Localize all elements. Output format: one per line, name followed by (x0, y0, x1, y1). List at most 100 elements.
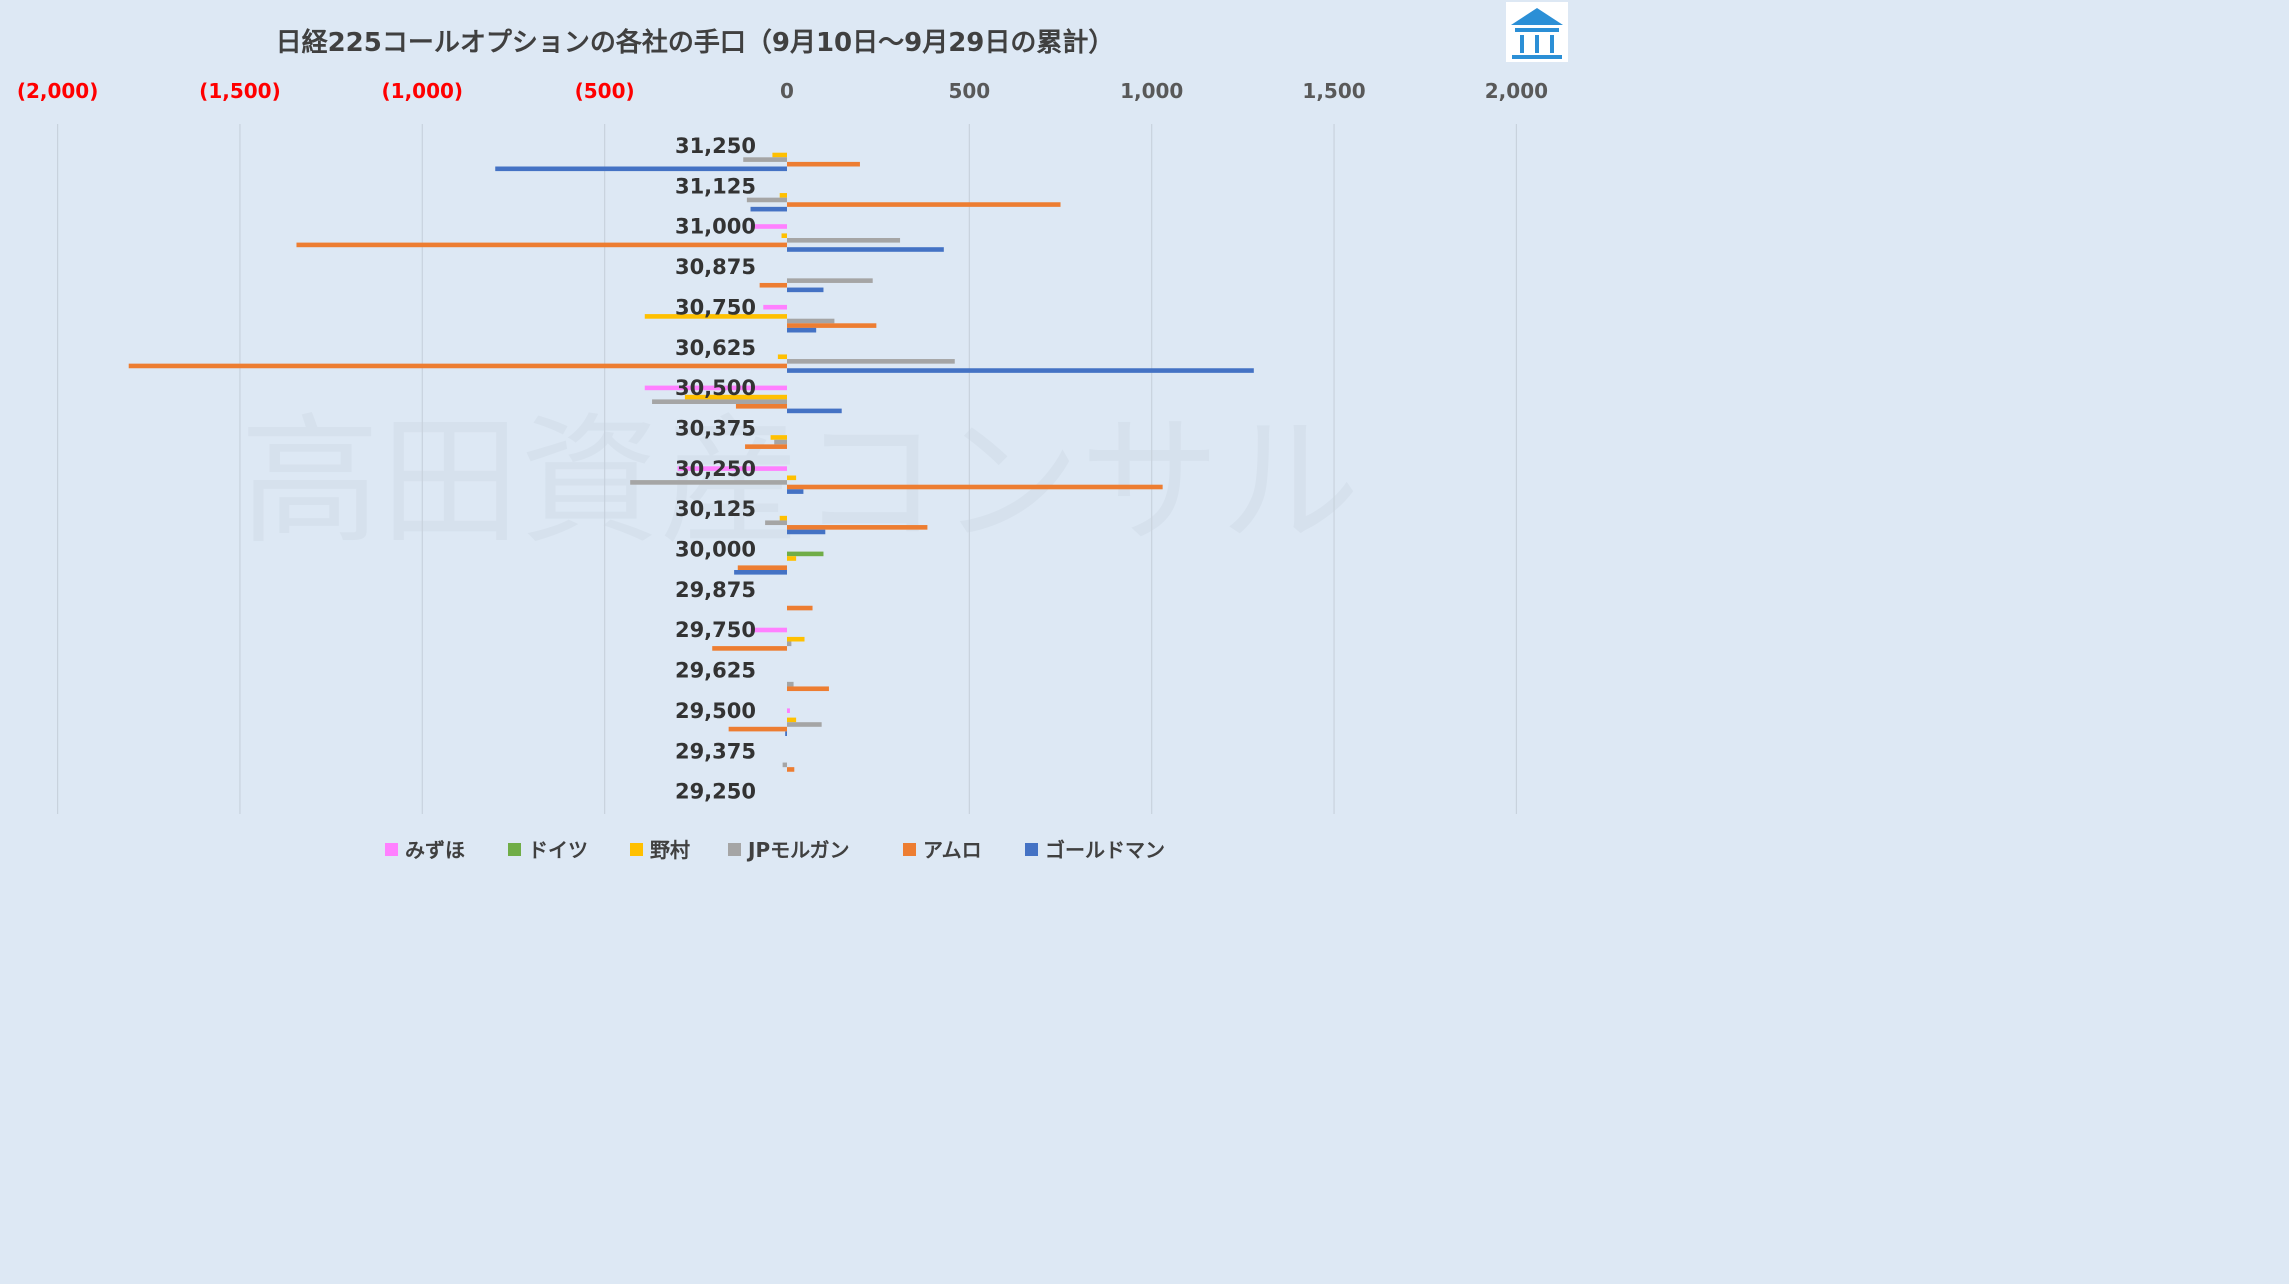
bar (644, 385, 787, 391)
x-tick-label: (500) (575, 79, 635, 103)
legend-label: ドイツ (528, 838, 588, 862)
bar (787, 641, 792, 647)
bar (746, 197, 787, 203)
x-tick-label: (2,000) (17, 79, 99, 103)
bar (787, 327, 817, 333)
bar (787, 484, 1163, 490)
bar (787, 287, 824, 293)
bar (495, 166, 787, 172)
x-tick-label: 500 (948, 79, 990, 103)
legend-label: みずほ (405, 838, 465, 862)
bar (785, 731, 787, 736)
bar (677, 466, 787, 471)
category-label: 30,250 (675, 457, 756, 481)
bar (737, 565, 787, 570)
bar (743, 157, 787, 162)
legend-swatch (630, 843, 643, 856)
logo-pillar-right (1550, 35, 1554, 53)
category-label: 30,750 (675, 295, 756, 319)
bar (787, 636, 805, 642)
legend-swatch (385, 843, 398, 856)
bar (787, 475, 797, 481)
legend-swatch (508, 843, 521, 856)
x-tick-label: (1,000) (382, 79, 464, 103)
category-label: 30,625 (675, 336, 756, 360)
legend-label: アムロ (923, 838, 982, 862)
legend-label: ゴールドマン (1045, 838, 1165, 862)
legend-swatch (1025, 843, 1038, 856)
bar (735, 404, 787, 409)
legend: みずほ ドイツ 野村 JPモルガン アムロ ゴールドマン (385, 838, 1165, 862)
bar (787, 708, 790, 713)
category-label: 30,375 (675, 416, 756, 440)
bar (750, 206, 787, 212)
bar (787, 161, 860, 167)
bar (787, 318, 835, 324)
category-label: 30,125 (675, 497, 756, 521)
bar (750, 627, 787, 633)
bar (644, 314, 787, 319)
category-label: 29,375 (675, 739, 756, 763)
bars (128, 152, 1254, 772)
chart: 高田資産コンサル 日経225コールオプションの各社の手口（9月10日〜9月29日… (0, 0, 1568, 880)
bar (787, 556, 797, 561)
bar (787, 717, 797, 723)
logo-beam (1515, 28, 1559, 32)
x-tick-label: 0 (780, 79, 794, 103)
category-label: 29,625 (675, 659, 756, 683)
bar (684, 394, 787, 400)
bar (787, 551, 824, 557)
bar (787, 489, 804, 494)
bar (787, 681, 794, 687)
category-label: 31,125 (675, 174, 756, 198)
x-tick-label: 1,500 (1302, 79, 1365, 103)
bar (734, 570, 787, 575)
bar (787, 767, 795, 772)
bar (759, 282, 787, 288)
bar (787, 529, 826, 535)
chart-title: 日経225コールオプションの各社の手口（9月10日〜9月29日の累計） (276, 27, 1115, 58)
bar (787, 278, 873, 283)
bar (774, 439, 787, 445)
bar (787, 686, 829, 692)
bar (745, 444, 787, 449)
bar (787, 368, 1254, 373)
category-label: 30,875 (675, 255, 756, 279)
category-label: 29,250 (675, 780, 756, 804)
legend-label: 野村 (650, 838, 690, 862)
category-label: 31,250 (675, 134, 756, 158)
bar (296, 242, 787, 248)
bar (782, 762, 787, 768)
legend-swatch (903, 843, 916, 856)
legend-label: JPモルガン (746, 838, 850, 862)
category-label: 31,000 (675, 215, 756, 239)
logo-roof (1511, 8, 1563, 25)
bar (630, 480, 787, 485)
bar (787, 359, 955, 364)
bar (770, 435, 787, 440)
bar (787, 408, 842, 414)
gridlines (56, 124, 1518, 814)
category-label: 29,875 (675, 578, 756, 602)
category-label: 29,500 (675, 699, 756, 723)
bar (728, 726, 787, 732)
bar (712, 646, 787, 651)
bar (787, 605, 813, 611)
logo (1506, 2, 1568, 62)
bar (787, 722, 822, 727)
bar (777, 354, 787, 360)
logo-base (1512, 55, 1562, 59)
logo-pillar-mid (1535, 35, 1539, 53)
category-label: 29,750 (675, 618, 756, 642)
logo-pillar-left (1520, 35, 1524, 53)
x-tick-label: 1,000 (1120, 79, 1183, 103)
x-axis-ticks: (2,000) (1,500) (1,000) (500) 0 500 1,000 1,500… (17, 79, 1548, 103)
category-labels: 31,250 31,125 31,000 30,875 30,750 30,625 30,5… (675, 134, 756, 804)
bar (787, 247, 944, 252)
bar (652, 399, 787, 404)
x-tick-label: (1,500) (199, 79, 281, 103)
x-tick-label: 2,000 (1485, 79, 1548, 103)
bar (787, 238, 901, 243)
bar (781, 233, 787, 238)
legend-swatch (728, 843, 741, 856)
